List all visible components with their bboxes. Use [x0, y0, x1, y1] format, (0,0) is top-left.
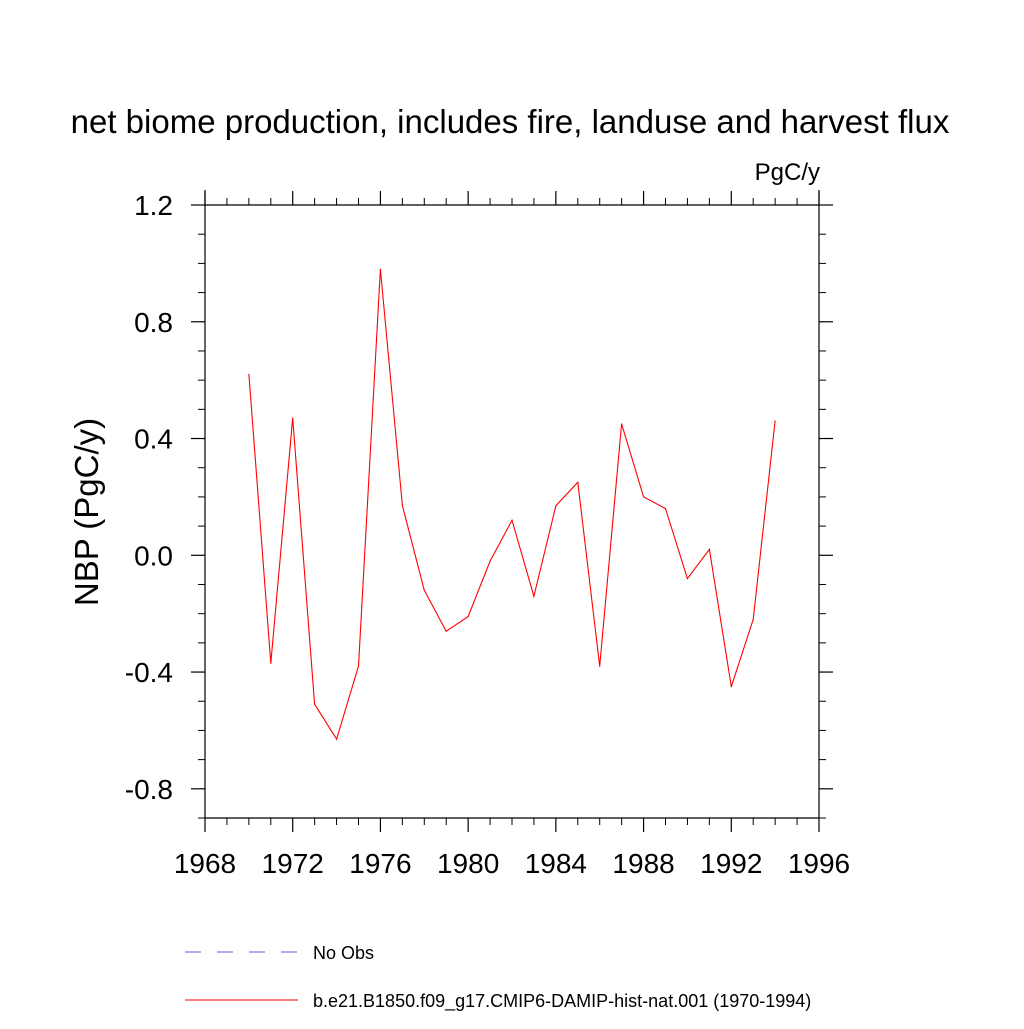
- data-point: [577, 481, 579, 483]
- data-point: [292, 417, 294, 419]
- data-point: [379, 268, 382, 270]
- y-tick-label: 0.4: [134, 424, 173, 455]
- data-point: [511, 519, 513, 521]
- y-tick-label: 1.2: [134, 190, 173, 221]
- data-point: [401, 505, 403, 507]
- legend-label: b.e21.B1850.f09_g17.CMIP6-DAMIP-hist-nat…: [313, 991, 811, 1012]
- data-point: [423, 589, 425, 591]
- x-tick-label: 1976: [349, 848, 411, 879]
- data-point: [599, 665, 601, 667]
- data-point: [621, 423, 623, 425]
- x-tick-label: 1996: [788, 848, 850, 879]
- x-tick-label: 1984: [525, 848, 587, 879]
- series-line: [248, 269, 776, 741]
- data-point: [489, 560, 491, 562]
- y-tick-label: 0.0: [134, 540, 173, 571]
- data-point: [730, 686, 732, 688]
- data-point: [270, 662, 272, 664]
- data-point: [774, 420, 776, 422]
- data-point: [664, 507, 667, 510]
- chart-title: net biome production, includes fire, lan…: [71, 103, 950, 140]
- data-point: [708, 548, 710, 551]
- data-point: [314, 703, 316, 705]
- y-tick-label: 0.8: [134, 307, 173, 338]
- axes: 1968 1972 1976 1980 1984 1988 1992 1996 -0.8 -0.4…: [125, 190, 850, 879]
- data-point: [686, 578, 689, 580]
- y-axis-label: NBP (PgC/y): [68, 418, 105, 606]
- y-tick-label: -0.8: [125, 774, 173, 805]
- data-point: [248, 373, 250, 375]
- data-point: [642, 496, 645, 498]
- units-label: PgC/y: [755, 159, 820, 186]
- x-tick-label: 1968: [174, 848, 236, 879]
- x-tick-label: 1980: [437, 848, 499, 879]
- y-tick-label: -0.4: [125, 657, 173, 688]
- x-tick-label: 1988: [612, 848, 674, 879]
- x-tick-label: 1992: [700, 848, 762, 879]
- data-point: [357, 665, 360, 667]
- data-point: [533, 595, 535, 597]
- data-point: [335, 738, 338, 740]
- legend-label: No Obs: [313, 943, 374, 963]
- data-point: [555, 505, 557, 507]
- legend: No Obs b.e21.B1850.f09_g17.CMIP6-DAMIP-hi…: [185, 943, 811, 1012]
- x-tick-label: 1972: [262, 848, 324, 879]
- data-point: [752, 618, 754, 621]
- series-layer: [248, 268, 776, 741]
- data-point: [445, 630, 447, 632]
- data-point: [467, 615, 469, 618]
